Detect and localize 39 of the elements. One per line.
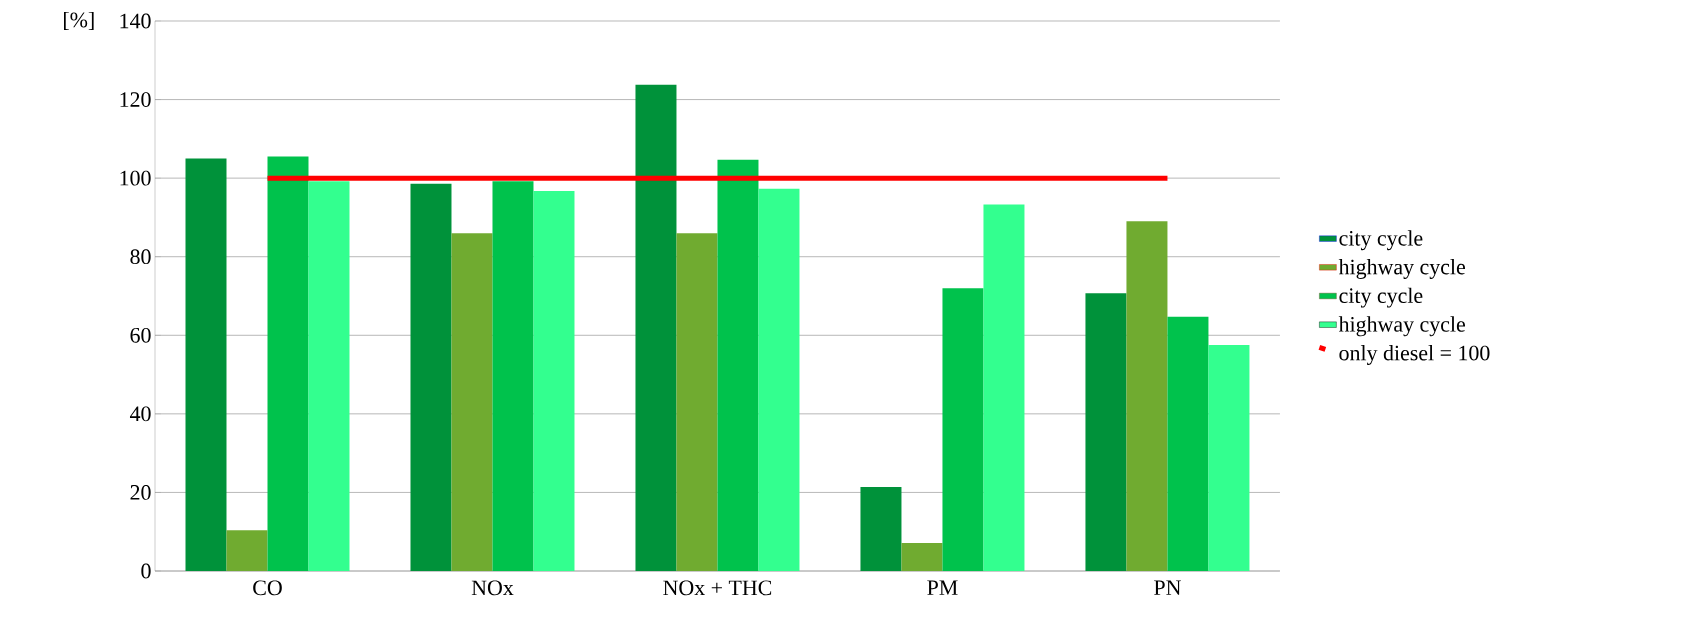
bar: [1085, 293, 1127, 571]
bar: [226, 530, 268, 571]
bar: [983, 204, 1025, 571]
bar: [860, 486, 902, 571]
y-axis-title: [%]: [64, 11, 94, 31]
y-tick-label: 100: [120, 170, 151, 186]
bar: [1126, 221, 1168, 571]
legend-label: city cycle: [1339, 230, 1423, 251]
x-tick-label: NOx + THC: [663, 580, 772, 596]
bar: [185, 158, 227, 571]
bar: [492, 181, 534, 571]
x-tick-label: PM: [927, 580, 958, 595]
bar: [635, 84, 677, 571]
legend-label: only diesel = 100: [1339, 345, 1490, 365]
bar: [267, 156, 309, 571]
legend-label: highway cycle: [1338, 258, 1466, 279]
bar: [676, 233, 718, 571]
bar: [717, 159, 759, 571]
y-tick-label: 40: [129, 406, 151, 422]
y-tick-label: 80: [130, 249, 151, 265]
bar: [758, 188, 800, 571]
y-tick-label: 140: [120, 13, 151, 29]
y-tick-label: 120: [120, 92, 151, 107]
x-tick-label: CO: [253, 580, 282, 596]
bar: [410, 183, 452, 571]
bar: [901, 543, 943, 571]
y-tick-label: 60: [130, 327, 151, 343]
x-tick-label: NOx: [471, 580, 514, 596]
bar: [533, 191, 575, 571]
bar: [1167, 316, 1209, 571]
legend-label: city cycle: [1339, 287, 1423, 308]
legend-label: highway cycle: [1338, 316, 1466, 337]
bar: [308, 181, 350, 571]
bar: [942, 288, 984, 571]
bar: [451, 233, 493, 571]
x-tick-label: PN: [1154, 580, 1181, 595]
y-tick-label: 0: [141, 563, 151, 579]
y-tick-label: 20: [130, 485, 151, 500]
bar: [1208, 345, 1250, 571]
